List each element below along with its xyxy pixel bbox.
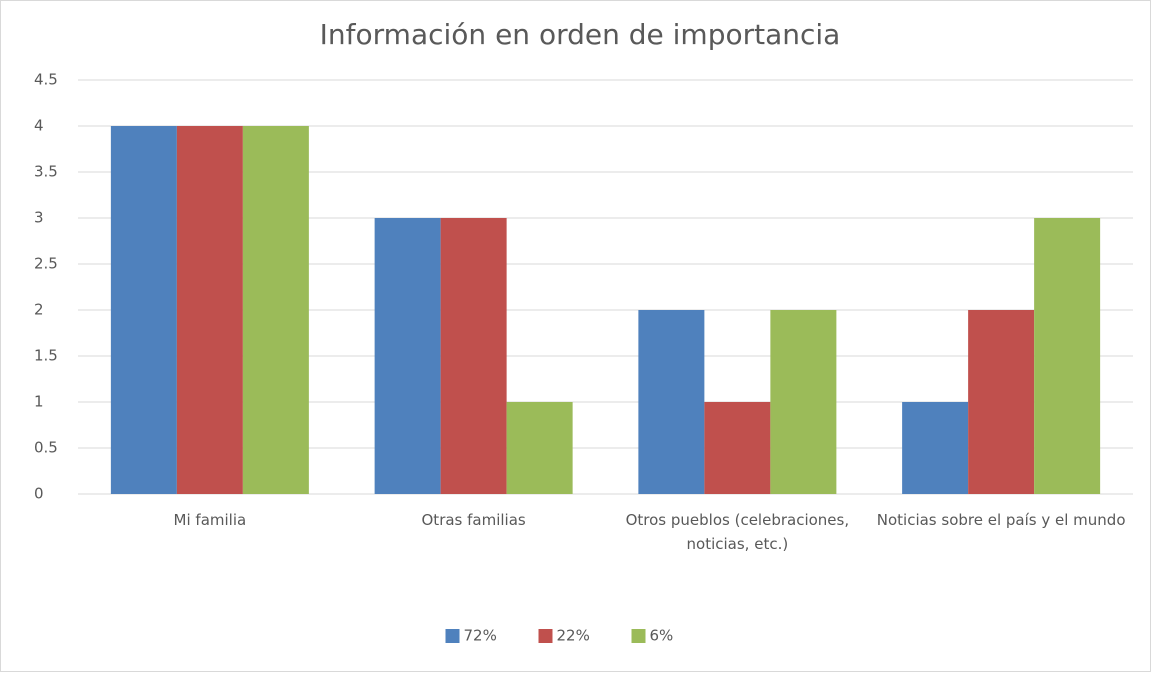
x-tick-label-box: Mi familia	[173, 511, 247, 529]
bar	[110, 126, 177, 494]
y-tick-label: 0.5	[34, 439, 58, 457]
y-tick-label: 3.5	[34, 163, 58, 181]
legend-swatch	[445, 629, 460, 643]
bar	[1034, 218, 1101, 494]
x-tick-label-box: Otros pueblos (celebraciones, noticias, …	[625, 511, 850, 553]
x-tick-label-box: Otras familias	[421, 511, 526, 529]
legend-label: 22%	[557, 627, 590, 645]
bar	[902, 402, 969, 494]
x-tick-label: Noticias sobre el país y el mundo	[876, 511, 1126, 529]
y-tick-label: 4.5	[34, 71, 58, 89]
bar	[242, 126, 309, 494]
x-tick-label-box: Noticias sobre el país y el mundo	[876, 511, 1126, 529]
y-tick-label: 4	[34, 117, 44, 135]
bar	[770, 310, 837, 494]
y-tick-label: 2.5	[34, 255, 58, 273]
bar	[704, 402, 771, 494]
y-tick-label: 1.5	[34, 347, 58, 365]
x-tick-label: Otros pueblos (celebraciones, noticias, …	[625, 511, 850, 553]
y-tick-label: 2	[34, 301, 44, 319]
legend-label: 6%	[650, 627, 674, 645]
legend-swatch	[631, 629, 646, 643]
bar	[968, 310, 1035, 494]
y-tick-label: 3	[34, 209, 44, 227]
x-tick-label: Mi familia	[173, 511, 247, 529]
y-tick-label: 1	[34, 393, 44, 411]
chart-title: Información en orden de importancia	[320, 18, 841, 51]
bar	[506, 402, 573, 494]
legend-swatch	[538, 629, 553, 643]
y-tick-label: 0	[34, 485, 44, 503]
x-tick-label: Otras familias	[421, 511, 526, 529]
bar	[374, 218, 441, 494]
bar	[440, 218, 507, 494]
bar	[176, 126, 243, 494]
legend-label: 72%	[464, 627, 497, 645]
bar	[638, 310, 705, 494]
